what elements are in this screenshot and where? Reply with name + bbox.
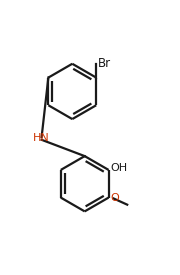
Text: O: O xyxy=(110,194,119,204)
Text: Br: Br xyxy=(98,57,111,70)
Text: HN: HN xyxy=(32,133,49,143)
Text: OH: OH xyxy=(110,163,127,173)
